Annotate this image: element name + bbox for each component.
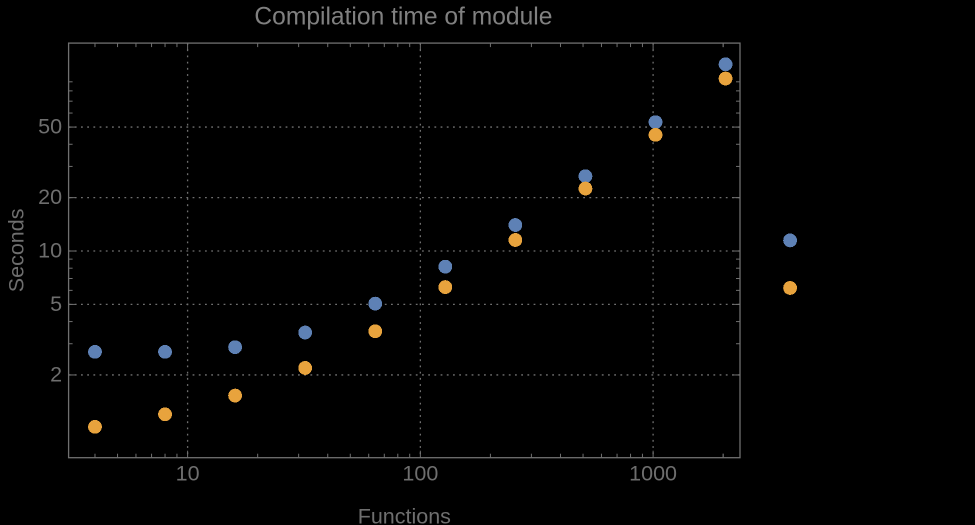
svg-text:Functions: Functions — [358, 505, 451, 525]
svg-text:Seconds: Seconds — [5, 209, 29, 293]
svg-text:10: 10 — [176, 462, 200, 486]
svg-text:20: 20 — [38, 185, 62, 209]
svg-text:5: 5 — [50, 292, 62, 316]
svg-text:1000: 1000 — [629, 462, 677, 486]
svg-text:100: 100 — [402, 462, 438, 486]
svg-text:2: 2 — [50, 362, 62, 386]
svg-text:10: 10 — [38, 239, 62, 263]
svg-text:50: 50 — [38, 115, 62, 139]
svg-text:Compilation time of module: Compilation time of module — [254, 3, 552, 30]
